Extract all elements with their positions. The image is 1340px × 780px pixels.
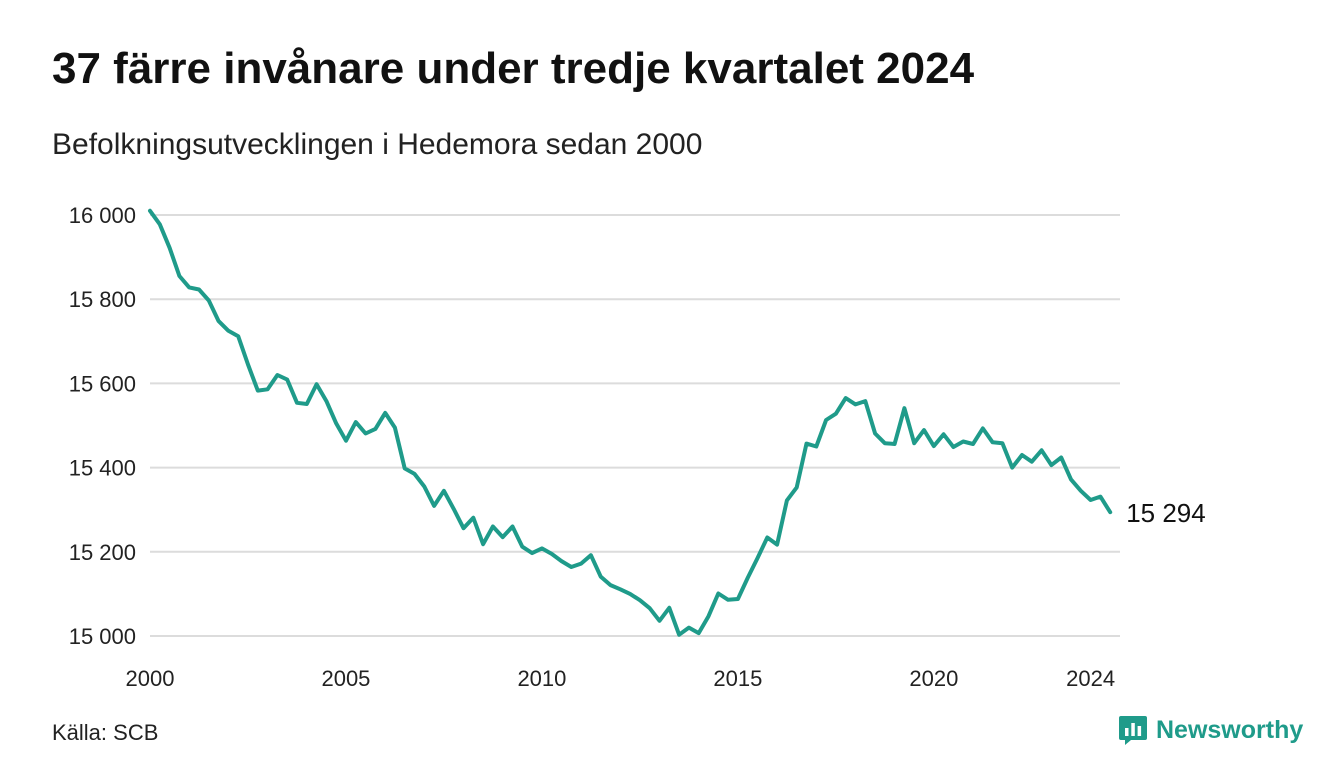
x-tick-label: 2015	[713, 666, 762, 691]
y-axis-tick-labels: 15 000 15 200 15 400 15 600 15 800 16 000	[69, 203, 136, 649]
x-tick-label: 2005	[321, 666, 370, 691]
chart-subtitle: Befolkningsutvecklingen i Hedemora sedan…	[52, 128, 703, 161]
population-series-line	[148, 208, 1113, 637]
gridlines	[150, 214, 1120, 637]
y-tick-label: 15 400	[69, 456, 136, 481]
x-axis-tick-labels: 2000 2005 2010 2015 2020 2024	[126, 666, 1116, 691]
y-tick-label: 16 000	[69, 203, 136, 228]
x-tick-label: 2010	[517, 666, 566, 691]
y-tick-label: 15 800	[69, 287, 136, 312]
x-tick-label: 2000	[126, 666, 175, 691]
chart-title: 37 färre invånare under tredje kvartalet…	[52, 44, 975, 93]
newsworthy-chart-icon	[1119, 716, 1147, 745]
y-tick-label: 15 600	[69, 371, 136, 396]
brand-logo: Newsworthy	[1118, 714, 1303, 746]
source-note: Källa: SCB	[52, 720, 159, 745]
brand-name: Newsworthy	[1156, 715, 1304, 744]
line-chart: 15 000 15 200 15 400 15 600 15 800 16 000 200…	[69, 203, 1206, 691]
x-tick-label: 2024	[1066, 666, 1115, 691]
y-tick-label: 15 200	[69, 540, 136, 565]
y-tick-label: 15 000	[69, 624, 136, 649]
end-value-label: 15 294	[1126, 498, 1206, 528]
x-tick-label: 2020	[909, 666, 958, 691]
